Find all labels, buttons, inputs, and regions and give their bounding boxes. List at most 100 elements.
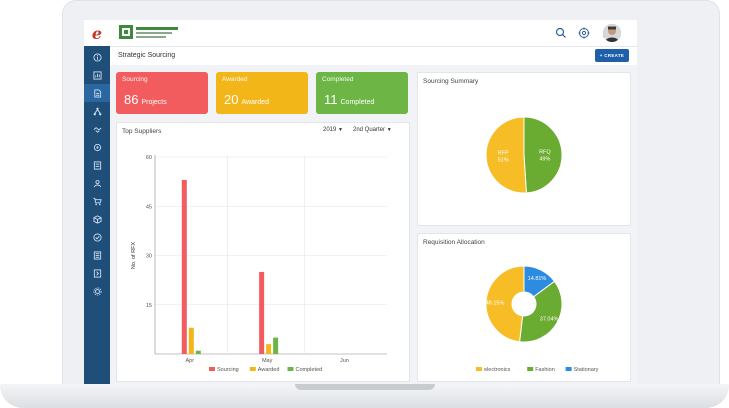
pie-slice-label: 51% bbox=[498, 158, 509, 164]
bar-sourcing-may[interactable] bbox=[259, 271, 265, 354]
sidebar-item-list[interactable] bbox=[84, 246, 110, 264]
legend-swatch bbox=[249, 367, 256, 371]
sidebar: e bbox=[84, 20, 110, 384]
sourcing-card-value: 86 Projects bbox=[124, 92, 167, 107]
legend-label-stationary[interactable]: Stationary bbox=[574, 367, 599, 373]
requisition-allocation-title: Requisition Allocation bbox=[423, 239, 485, 246]
x-tick-label: Jun bbox=[340, 358, 349, 364]
document-icon bbox=[93, 88, 101, 98]
donut-slice-fashion[interactable] bbox=[519, 280, 563, 343]
top-suppliers-panel: Top Suppliers 2019 ▼ 2nd Quarter ▼ 60 45 3… bbox=[116, 122, 410, 382]
pie-slice-rfp[interactable] bbox=[485, 116, 527, 194]
bar-completed-may[interactable] bbox=[273, 337, 279, 354]
sidebar-item-gear[interactable] bbox=[84, 282, 110, 300]
legend-swatch bbox=[287, 367, 294, 371]
completed-card-title: Completed bbox=[322, 76, 354, 83]
completed-card[interactable]: Completed 11 Completed bbox=[316, 72, 408, 114]
settings-icon bbox=[93, 143, 101, 151]
sidebar-item-document[interactable] bbox=[84, 84, 110, 102]
cart-icon bbox=[92, 197, 102, 205]
search-icon[interactable] bbox=[555, 27, 567, 39]
bar-awarded-apr[interactable] bbox=[188, 327, 194, 354]
company-logo bbox=[119, 25, 178, 39]
y-tick-label: 60 bbox=[146, 155, 152, 161]
legend-label-awarded[interactable]: Awarded bbox=[258, 367, 280, 373]
y-axis-label: No. of RFX bbox=[131, 242, 137, 270]
list-icon bbox=[93, 250, 101, 260]
report-icon bbox=[93, 160, 101, 170]
awarded-card[interactable]: Awarded 20 Awarded bbox=[216, 72, 308, 114]
legend-swatch bbox=[565, 367, 572, 371]
invoice-icon bbox=[93, 268, 101, 278]
top-suppliers-title: Top Suppliers bbox=[122, 128, 162, 135]
quarter-value: 2nd Quarter bbox=[353, 127, 386, 133]
sidebar-item-cart[interactable] bbox=[84, 192, 110, 210]
bar-sourcing-apr[interactable] bbox=[181, 179, 187, 354]
sidebar-nav bbox=[84, 46, 110, 300]
page-title: Strategic Sourcing bbox=[118, 52, 176, 59]
sidebar-item-info[interactable] bbox=[84, 48, 110, 66]
legend-label-completed[interactable]: Completed bbox=[296, 367, 323, 373]
sidebar-item-report[interactable] bbox=[84, 156, 110, 174]
app-screen: e bbox=[84, 20, 637, 384]
requisition-allocation-panel: Requisition Allocation 14.81% 37.04% 48.15… bbox=[417, 233, 631, 382]
box-icon bbox=[92, 214, 102, 224]
sourcing-card[interactable]: Sourcing 86 Projects bbox=[116, 72, 208, 114]
create-button[interactable]: + CREATE bbox=[595, 49, 629, 62]
legend-swatch bbox=[476, 367, 482, 371]
x-tick-label: Apr bbox=[186, 358, 195, 364]
sidebar-item-settings[interactable] bbox=[84, 138, 110, 156]
pie-slice-rfq[interactable] bbox=[523, 116, 563, 194]
legend-label-electronics[interactable]: electronics bbox=[484, 367, 511, 373]
pie-slice-name: RFP bbox=[498, 151, 509, 157]
app-logo[interactable]: e bbox=[84, 20, 110, 46]
sourcing-unit: Projects bbox=[141, 99, 167, 106]
sidebar-item-handshake[interactable] bbox=[84, 120, 110, 138]
gear-icon bbox=[92, 286, 102, 296]
top-suppliers-chart: 60 45 30 15 No. of RFX Apr May Jun Sourcing Award… bbox=[131, 155, 387, 373]
donut-slice-label: 48.15% bbox=[486, 300, 505, 306]
caret-down-icon: ▼ bbox=[386, 127, 392, 133]
quarter-dropdown[interactable]: 2nd Quarter ▼ bbox=[353, 127, 392, 133]
awarded-card-title: Awarded bbox=[222, 76, 248, 83]
completed-unit: Completed bbox=[340, 99, 375, 106]
user-box-icon bbox=[93, 179, 101, 187]
legend-swatch bbox=[209, 367, 215, 371]
awarded-count: 20 bbox=[224, 92, 239, 107]
year-dropdown[interactable]: 2019 ▼ bbox=[323, 127, 343, 133]
x-tick-label: May bbox=[262, 358, 273, 364]
hierarchy-icon bbox=[93, 107, 101, 115]
awarded-unit: Awarded bbox=[241, 99, 269, 106]
top-bar bbox=[110, 20, 637, 47]
pie-slice-name: RFQ bbox=[539, 149, 551, 155]
globe-icon[interactable] bbox=[578, 27, 590, 39]
sidebar-item-hierarchy[interactable] bbox=[84, 102, 110, 120]
handshake-icon bbox=[93, 126, 101, 133]
donut-slice-label: 14.81% bbox=[528, 276, 547, 282]
bar-awarded-may[interactable] bbox=[266, 344, 272, 354]
y-tick-label: 30 bbox=[146, 254, 152, 260]
pie-slice-label: 49% bbox=[539, 156, 550, 162]
y-tick-label: 45 bbox=[146, 204, 152, 210]
sidebar-item-box[interactable] bbox=[84, 210, 110, 228]
sourcing-summary-panel: Sourcing Summary RFQ 49% RFP 51% bbox=[417, 72, 631, 226]
sidebar-item-dashboard[interactable] bbox=[84, 66, 110, 84]
sidebar-item-invoice[interactable] bbox=[84, 264, 110, 282]
requisition-allocation-chart: 14.81% 37.04% 48.15% electronics Fashion Stat… bbox=[476, 265, 599, 373]
sourcing-count: 86 bbox=[124, 92, 139, 107]
sourcing-card-title: Sourcing bbox=[122, 76, 148, 83]
avatar[interactable] bbox=[603, 24, 621, 42]
legend-label-sourcing[interactable]: Sourcing bbox=[217, 367, 239, 373]
dashboard-icon bbox=[92, 70, 102, 80]
legend-swatch bbox=[527, 367, 534, 371]
y-tick-label: 15 bbox=[146, 303, 152, 309]
page-header: Strategic Sourcing + CREATE bbox=[110, 47, 637, 65]
sidebar-item-user-box[interactable] bbox=[84, 174, 110, 192]
legend-label-fashion[interactable]: Fashion bbox=[535, 367, 555, 373]
donut-slice-electronics[interactable] bbox=[485, 265, 525, 343]
awarded-card-value: 20 Awarded bbox=[224, 92, 269, 107]
bar-completed-apr[interactable] bbox=[195, 350, 201, 354]
completed-card-value: 11 Completed bbox=[324, 92, 374, 107]
sidebar-item-check-circle[interactable] bbox=[84, 228, 110, 246]
year-value: 2019 bbox=[323, 127, 337, 133]
